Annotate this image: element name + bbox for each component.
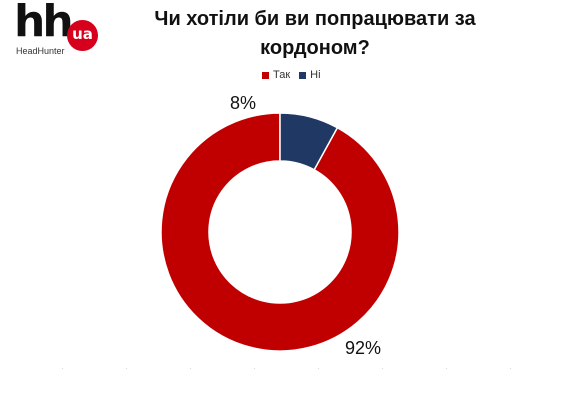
baseline-dots [0,368,570,370]
legend-label-yes: Так [273,69,291,81]
logo-badge-text: ua [72,25,93,43]
baseline-dot [62,368,63,369]
baseline-dot [254,368,255,369]
baseline-dot [190,368,191,369]
logo-mark: hh [14,0,74,47]
data-label-no: 8% [230,93,256,113]
chart-title: Чи хотіли би ви попрацювати за кордоном? [154,8,476,59]
hh-logo: hh ua HeadHunter [14,0,106,60]
baseline-dot [382,368,383,369]
legend-item-yes: Так [262,69,290,81]
logo-ua-badge: ua [67,20,98,51]
baseline-dot [446,368,447,369]
legend-label-no: Ні [310,69,321,81]
baseline-dot [126,368,127,369]
baseline-dot [510,368,511,369]
donut-slice-yes [160,112,400,352]
donut-slice-no [279,112,339,171]
logo-subtitle: HeadHunter [16,46,65,56]
data-label-yes: 92% [345,338,381,358]
baseline-dot [318,368,319,369]
legend-swatch-no [299,71,307,79]
legend-swatch-yes [262,71,269,79]
legend-item-no: Ні [299,69,321,81]
chart-legend: Так Ні [262,69,330,81]
